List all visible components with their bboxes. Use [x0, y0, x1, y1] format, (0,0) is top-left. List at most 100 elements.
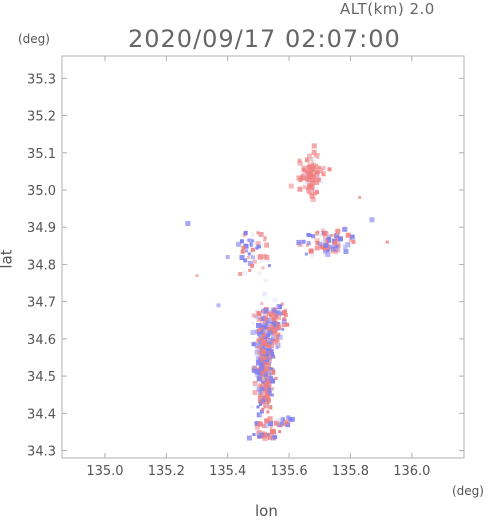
data-point [260, 349, 264, 353]
data-point [317, 177, 322, 182]
y-tick-label: 35.0 [27, 184, 56, 199]
data-point [318, 168, 324, 174]
data-point [301, 172, 307, 178]
data-point [306, 243, 310, 247]
data-point [263, 384, 269, 390]
data-point [278, 430, 282, 434]
data-point [276, 421, 282, 427]
data-point [272, 340, 278, 346]
data-point [309, 234, 313, 238]
chart-title: 2020/09/17 02:07:00 [128, 25, 401, 53]
data-point [308, 188, 313, 193]
data-point [256, 412, 262, 418]
data-point [255, 241, 261, 247]
data-point [256, 312, 260, 316]
x-tick-label: 135.2 [148, 464, 185, 479]
data-point [254, 424, 260, 430]
data-point [261, 310, 265, 314]
data-point [265, 434, 270, 439]
data-point [275, 346, 279, 350]
data-point [264, 242, 270, 248]
data-point [282, 317, 287, 322]
data-point [327, 167, 332, 172]
data-point [267, 339, 271, 343]
data-point [281, 322, 287, 328]
data-point [251, 342, 256, 347]
data-point [256, 328, 261, 333]
data-point [268, 348, 274, 354]
data-point [267, 359, 272, 364]
data-point [327, 234, 332, 239]
data-point [269, 343, 275, 349]
data-point [316, 155, 320, 159]
data-point [265, 379, 270, 384]
data-point [261, 243, 265, 247]
data-point [256, 385, 260, 389]
data-point [272, 297, 278, 303]
y-tick-label: 34.6 [27, 333, 56, 348]
data-point [334, 232, 340, 238]
data-point [264, 314, 269, 319]
data-point [264, 393, 268, 397]
data-point [321, 239, 327, 245]
data-point [314, 172, 320, 178]
data-point [271, 331, 277, 337]
data-point [250, 329, 256, 335]
data-point [305, 178, 310, 183]
data-point [251, 368, 256, 373]
data-point [282, 422, 286, 426]
data-point [271, 341, 276, 346]
data-point [267, 416, 273, 422]
data-point [332, 241, 337, 246]
data-point [255, 373, 260, 378]
data-point [254, 421, 260, 427]
data-point [304, 252, 308, 256]
data-point [325, 251, 331, 257]
x-axis-unit: (deg) [452, 484, 484, 498]
data-point [259, 365, 265, 371]
data-point [269, 425, 273, 429]
data-point [275, 311, 280, 316]
data-point [337, 241, 341, 245]
data-point [266, 332, 271, 337]
data-point [259, 403, 263, 407]
data-point [263, 316, 268, 321]
data-point [317, 152, 321, 156]
data-point [270, 387, 274, 391]
data-point [252, 259, 257, 264]
data-point [264, 356, 270, 362]
data-point [248, 268, 252, 272]
data-point [277, 309, 281, 313]
data-point [277, 334, 283, 340]
data-point [283, 312, 288, 317]
data-point [349, 234, 355, 240]
data-point [263, 361, 269, 367]
data-point [253, 382, 259, 388]
data-point [320, 180, 324, 184]
data-point [326, 237, 332, 243]
data-point [330, 249, 335, 254]
data-point [263, 236, 267, 240]
data-point [308, 171, 313, 176]
data-point [318, 165, 322, 169]
data-point [312, 163, 318, 169]
data-point [304, 180, 309, 185]
y-tick-label: 34.4 [27, 407, 56, 422]
data-point [343, 245, 348, 250]
data-point [260, 414, 264, 418]
x-tick-label: 135.4 [209, 464, 246, 479]
data-point [248, 238, 253, 243]
data-point [243, 243, 249, 249]
y-tick-label: 34.3 [27, 445, 56, 460]
data-point [242, 270, 248, 276]
data-point [265, 325, 269, 329]
data-point [281, 319, 287, 325]
data-point [312, 163, 316, 167]
data-point [252, 380, 258, 386]
data-point [283, 308, 287, 312]
data-point [315, 170, 320, 175]
data-point [303, 169, 307, 173]
data-point [314, 180, 320, 186]
data-point [313, 153, 318, 158]
y-tick-label: 35.1 [27, 147, 56, 162]
